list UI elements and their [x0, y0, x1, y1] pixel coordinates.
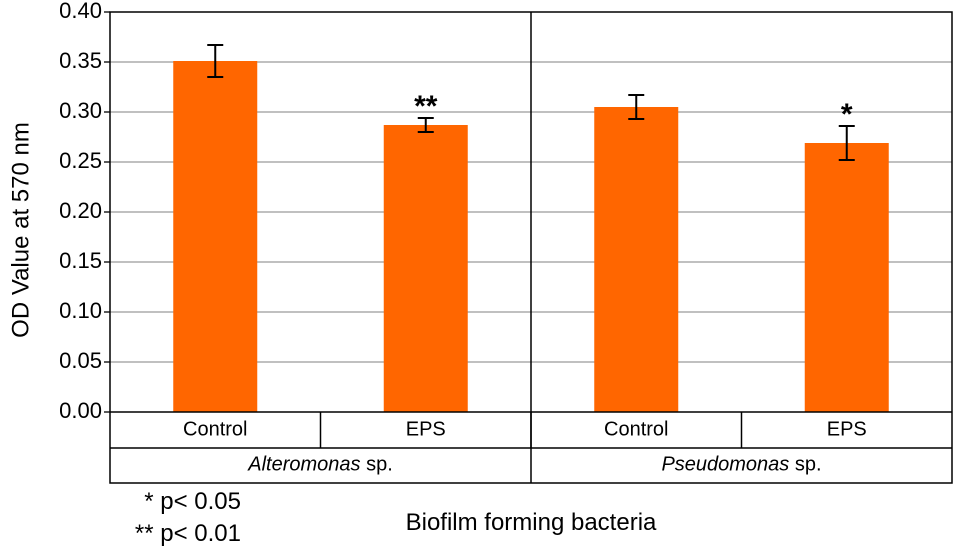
y-tick-label: 0.25 [59, 148, 102, 173]
y-tick-label: 0.20 [59, 198, 102, 223]
bar [383, 125, 468, 412]
y-tick-label: 0.10 [59, 298, 102, 323]
y-axis-ticks: 0.00 0.05 0.10 0.15 0.20 0.25 0.30 0.35 0.40 [59, 0, 110, 423]
x-axis-label: Biofilm forming bacteria [406, 509, 657, 536]
category-label: Control [604, 418, 668, 440]
y-tick-label: 0.15 [59, 248, 102, 273]
group-label-suffix: sp. [789, 454, 821, 476]
bar [173, 61, 258, 412]
significance-note-1: * p< 0.05 [144, 488, 241, 515]
y-tick-label: 0.00 [59, 398, 102, 423]
group-label-suffix: sp. [361, 454, 393, 476]
category-label: EPS [406, 418, 446, 440]
group-label-genus: Pseudomonas [661, 454, 789, 476]
bar [594, 107, 679, 412]
bar [804, 143, 889, 412]
y-tick-label: 0.05 [59, 348, 102, 373]
y-tick-label: 0.30 [59, 98, 102, 123]
category-labels: Control EPS Control EPS [183, 418, 867, 440]
category-label: Control [183, 418, 247, 440]
group-label: Alteromonas sp. [247, 454, 393, 476]
significance-note-2: ** p< 0.01 [135, 520, 241, 547]
group-labels: Alteromonas sp. Pseudomonas sp. [247, 454, 821, 476]
category-label: EPS [827, 418, 867, 440]
group-label: Pseudomonas sp. [661, 454, 821, 476]
group-label-genus: Alteromonas [247, 454, 360, 476]
bars: ** * [173, 44, 889, 412]
plot-frame [109, 11, 953, 484]
significance-label: * [841, 98, 853, 131]
significance-label: ** [414, 90, 438, 123]
y-tick-label: 0.35 [59, 48, 102, 73]
y-tick-label: 0.40 [59, 0, 102, 23]
y-axis-label: OD Value at 570 nm [7, 122, 34, 338]
